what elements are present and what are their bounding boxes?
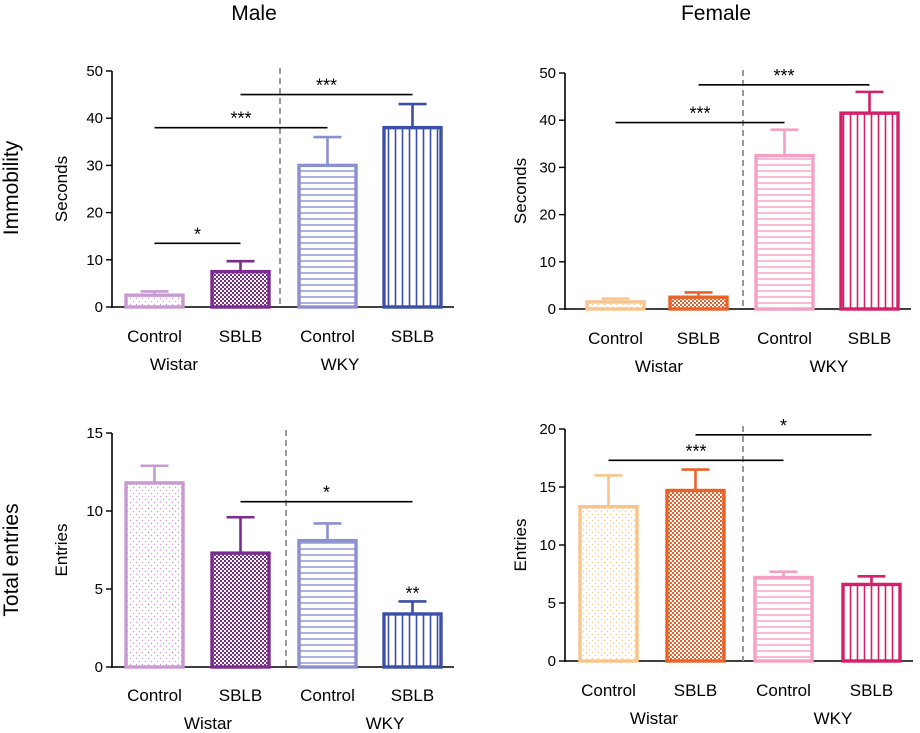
female-immobility-y-tick-label: 20 [539,207,556,224]
male-entries-category-label: Control [127,686,182,705]
female-entries-group-label: Wistar [630,709,679,728]
male-immobility-y-tick-label: 20 [86,205,103,222]
female-immobility-significance-label: *** [773,66,794,86]
female-entries-y-tick-label: 20 [539,421,556,438]
male-immobility-category-label: SBLB [391,327,434,346]
female-entries-y-tick-label: 5 [548,595,556,612]
female-entries-panel: Entries 0 5 10 15 20 Control SBLB Control SBLB Wis… [511,416,913,728]
female-entries-category-label: SBLB [674,681,717,700]
female-immobility-bar-3 [754,153,815,311]
female-entries-y-axis-label: Entries [511,519,530,572]
female-immobility-y-tick-label: 50 [539,65,556,82]
female-immobility-category-label: SBLB [848,329,891,348]
male-immobility-panel: Seconds 0 10 20 30 40 50 Control SBLB Control SBLB… [52,63,454,374]
male-immobility-y-tick-label: 40 [86,110,103,127]
female-entries-category-label: SBLB [850,681,893,700]
male-entries-y-tick-label: 10 [86,503,103,520]
female-immobility-bar-4 [839,111,900,311]
female-entries-group-label: WKY [814,709,853,728]
female-entries-bar-1 [578,505,639,663]
male-entries-group-label: WKY [366,714,405,733]
female-entries-category-label: Control [756,681,811,700]
male-immobility-category-label: Control [300,327,355,346]
female-entries-y-tick-label: 15 [539,479,556,496]
male-entries-y-tick-label: 0 [95,659,103,676]
female-entries-category-label: Control [581,681,636,700]
male-entries-category-label: SBLB [391,686,434,705]
female-immobility-bar-2 [668,295,729,311]
male-immobility-y-tick-label: 0 [95,299,103,316]
female-entries-significance-label: * [780,416,787,436]
male-entries-category-label: Control [300,686,355,705]
male-entries-bar-2 [210,551,271,669]
female-entries-bar-4 [841,582,902,663]
female-immobility-y-axis-label: Seconds [511,158,530,224]
female-immobility-group-label: WKY [810,357,849,376]
female-immobility-category-label: Control [588,329,643,348]
male-entries-y-tick-label: 5 [95,581,103,598]
male-immobility-bar-4 [382,125,443,309]
male-entries-bar-4 [382,612,443,669]
male-immobility-significance-label: *** [316,76,337,96]
female-immobility-category-label: SBLB [677,329,720,348]
male-entries-significance-label: * [323,483,330,503]
row-label-total-entries: Total entries [0,503,23,616]
female-entries-y-tick-label: 10 [539,537,556,554]
female-entries-y-tick-label: 0 [548,653,556,670]
male-immobility-group-label: WKY [321,355,360,374]
male-immobility-group-label: Wistar [150,355,199,374]
male-immobility-y-tick-label: 30 [86,157,103,174]
column-title-male: Male [231,2,277,25]
male-entries-bar-significance-label: ** [405,583,419,603]
female-immobility-significance-label: *** [689,104,710,124]
row-label-immobility: Immobility [0,140,23,235]
female-immobility-y-tick-label: 40 [539,112,556,129]
female-immobility-bar-1 [585,300,646,311]
male-entries-category-label: SBLB [219,686,262,705]
female-entries-significance-label: *** [685,441,706,461]
male-immobility-bar-1 [124,293,185,309]
female-entries-bar-2 [665,488,726,663]
male-entries-y-axis-label: Entries [52,524,71,577]
male-entries-bar-1 [124,481,185,669]
male-immobility-category-label: Control [127,327,182,346]
male-immobility-bar-3 [297,163,358,309]
female-immobility-y-tick-label: 10 [539,254,556,271]
male-immobility-significance-label: *** [230,109,251,129]
male-immobility-y-tick-label: 50 [86,63,103,80]
female-immobility-category-label: Control [757,329,812,348]
female-immobility-y-tick-label: 0 [548,301,556,318]
female-immobility-group-label: Wistar [635,357,684,376]
female-immobility-y-tick-label: 30 [539,159,556,176]
male-entries-panel: Entries 0 5 10 15 Control SBLB Control SBLB Wista… [52,425,454,733]
male-entries-y-tick-label: 15 [86,425,103,442]
column-title-female: Female [681,2,751,25]
male-immobility-category-label: SBLB [219,327,262,346]
female-immobility-panel: Seconds 0 10 20 30 40 50 Control SBLB Control SBLB… [511,65,911,376]
male-entries-group-label: Wistar [184,714,233,733]
male-immobility-bar-2 [210,269,271,309]
male-immobility-y-tick-label: 10 [86,252,103,269]
female-entries-bar-3 [753,575,814,663]
male-immobility-significance-label: * [194,224,201,244]
male-immobility-y-axis-label: Seconds [52,156,71,222]
male-entries-bar-3 [297,538,358,669]
